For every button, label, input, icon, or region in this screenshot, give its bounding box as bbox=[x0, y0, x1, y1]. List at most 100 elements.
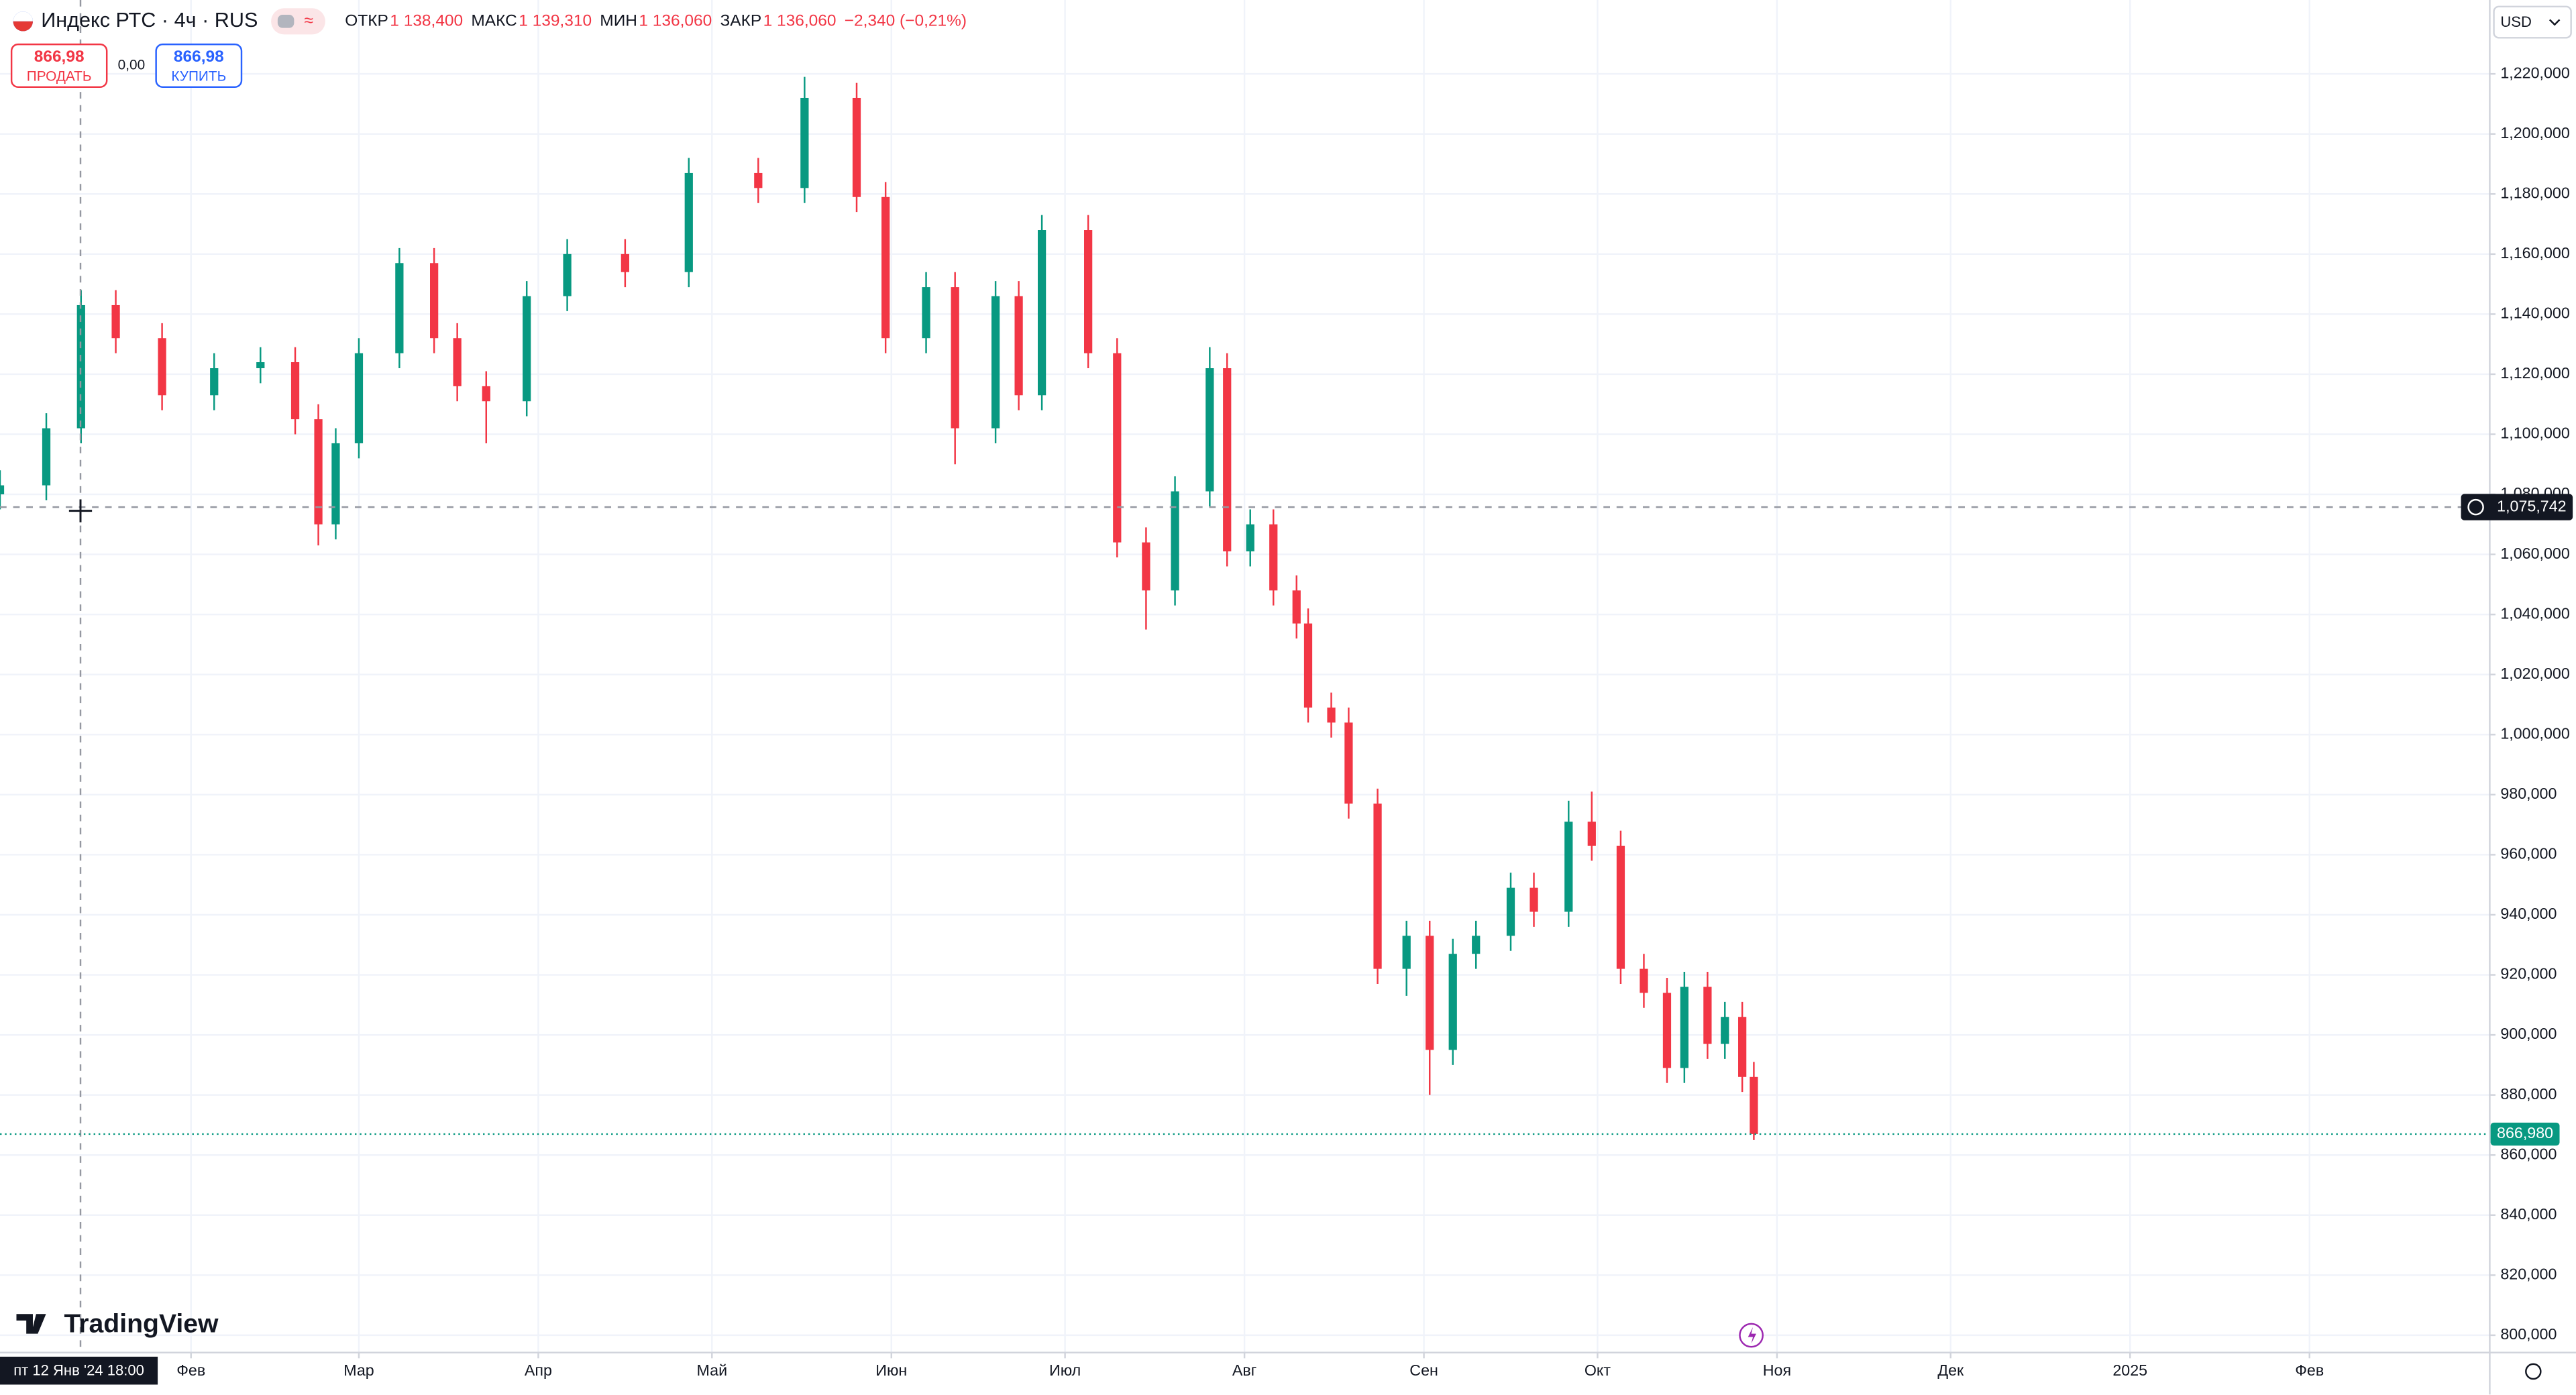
candle-body bbox=[754, 172, 763, 188]
y-tick-label: 1,200,000 bbox=[2500, 124, 2570, 142]
candle-body bbox=[1373, 803, 1382, 969]
candle-body bbox=[1426, 936, 1434, 1050]
x-tick-label: Окт bbox=[1585, 1361, 1611, 1379]
y-tick-label: 1,040,000 bbox=[2500, 604, 2570, 622]
candle-body bbox=[922, 287, 930, 339]
ohlc-value: 1 139,310 bbox=[519, 11, 592, 30]
y-tick-label: 920,000 bbox=[2500, 965, 2557, 983]
logo-mark bbox=[16, 1314, 46, 1334]
settings-icon[interactable] bbox=[2525, 1363, 2542, 1380]
candle-body bbox=[1640, 968, 1648, 993]
currency: USD bbox=[2500, 13, 2532, 30]
y-tick-label: 1,020,000 bbox=[2500, 665, 2570, 682]
buy-box[interactable] bbox=[155, 43, 243, 89]
candle-body bbox=[1616, 845, 1625, 969]
candle-body bbox=[1037, 230, 1046, 396]
ohlc-value: 1 136,060 bbox=[763, 11, 837, 30]
x-tick-label: Июн bbox=[875, 1361, 907, 1379]
add-alert-icon[interactable] bbox=[2467, 498, 2484, 516]
x-tick-label: Сен bbox=[1409, 1361, 1438, 1379]
chart-title: Индекс РТС · 4ч · RUS bbox=[41, 9, 258, 32]
candle-body bbox=[1750, 1076, 1758, 1134]
ohlc-legend: ОТКР 1 138,400 МАКС 1 139,310 МИН 1 136,060 ЗА… bbox=[345, 11, 967, 30]
y-tick-label: 1,180,000 bbox=[2500, 184, 2570, 201]
candle-body bbox=[563, 254, 572, 296]
candle-body bbox=[1738, 1017, 1747, 1077]
candle-body bbox=[1448, 954, 1457, 1050]
candle-body bbox=[1246, 524, 1254, 552]
y-tick-label: 800,000 bbox=[2500, 1325, 2557, 1343]
candle-body bbox=[1269, 524, 1278, 591]
crosshair-price-box bbox=[2461, 494, 2573, 520]
x-tick-label: Фев bbox=[2295, 1361, 2324, 1379]
candle-body bbox=[354, 353, 364, 443]
buy-button[interactable]: 866,98 КУПИТЬ bbox=[155, 43, 243, 89]
flag-red bbox=[13, 21, 33, 32]
candle-body bbox=[800, 97, 809, 188]
axes: 800,000 820,000 840,000 860,000 880,000 900,0… bbox=[0, 64, 2573, 1379]
x-tick-label: Май bbox=[697, 1361, 728, 1379]
y-tick-label: 880,000 bbox=[2500, 1085, 2557, 1103]
sell-box[interactable] bbox=[10, 43, 108, 89]
candle-body bbox=[1402, 936, 1411, 969]
candle-body bbox=[1680, 987, 1688, 1068]
candle-body bbox=[684, 172, 693, 272]
candle-body bbox=[1721, 1017, 1729, 1044]
y-tick-label: 820,000 bbox=[2500, 1265, 2557, 1282]
ohlc-key: МИН bbox=[600, 11, 637, 30]
candle-body bbox=[1205, 368, 1214, 492]
logo-text: TradingView bbox=[64, 1310, 219, 1339]
x-tick-label: Мар bbox=[343, 1361, 374, 1379]
candle-body bbox=[523, 296, 531, 402]
candle-body bbox=[453, 338, 462, 386]
sell-price: 866,98 bbox=[34, 48, 85, 66]
candle-body bbox=[621, 254, 629, 272]
candle-body bbox=[331, 443, 340, 524]
candle-body bbox=[1292, 590, 1301, 624]
sell-button[interactable]: 866,98 ПРОДАТЬ bbox=[10, 43, 108, 89]
candle-body bbox=[1084, 230, 1093, 353]
ohlc-key: ЗАКР bbox=[720, 11, 762, 30]
x-tick-label: Фев bbox=[176, 1361, 205, 1379]
crosshair-cursor bbox=[68, 499, 93, 522]
candle-body bbox=[1344, 722, 1353, 804]
candle-body bbox=[1113, 353, 1122, 543]
x-tick-label: 2025 bbox=[2112, 1361, 2147, 1379]
flag-white bbox=[13, 11, 33, 21]
x-tick-label: Дек bbox=[1937, 1361, 1964, 1379]
sell-label: ПРОДАТЬ bbox=[27, 69, 92, 85]
currency-button[interactable]: USD bbox=[2493, 5, 2572, 39]
candle-body bbox=[430, 263, 439, 339]
x-tick-label: Ноя bbox=[1763, 1361, 1791, 1379]
candle-body bbox=[210, 368, 219, 396]
ohlc-key: МАКС bbox=[471, 11, 517, 30]
candle-body bbox=[1662, 993, 1672, 1068]
candle-body bbox=[1529, 887, 1538, 912]
candle-body bbox=[42, 428, 51, 486]
y-tick-label: 1,000,000 bbox=[2500, 724, 2570, 742]
candle-body bbox=[314, 419, 323, 524]
status-dot bbox=[277, 15, 294, 28]
y-tick-label: 860,000 bbox=[2500, 1145, 2557, 1162]
y-tick-label: 1,100,000 bbox=[2500, 425, 2570, 442]
buy-price: 866,98 bbox=[174, 48, 224, 66]
currency-box[interactable] bbox=[2493, 5, 2572, 39]
candle-body bbox=[290, 362, 300, 420]
candle-body bbox=[1327, 708, 1336, 723]
y-tick-label: 840,000 bbox=[2500, 1205, 2557, 1223]
candle-body bbox=[1014, 296, 1023, 396]
y-tick-label: 1,160,000 bbox=[2500, 244, 2570, 262]
ohlc-value: 1 136,060 bbox=[639, 11, 712, 30]
grid bbox=[0, 0, 2489, 1352]
candle-body bbox=[1142, 542, 1150, 591]
candle-body bbox=[1703, 987, 1712, 1044]
ohlc-key: ОТКР bbox=[345, 11, 388, 30]
y-tick-label: 900,000 bbox=[2500, 1025, 2557, 1042]
y-tick-label: 1,220,000 bbox=[2500, 64, 2570, 81]
y-tick-label: 940,000 bbox=[2500, 905, 2557, 922]
candle-body bbox=[881, 197, 890, 339]
buy-label: КУПИТЬ bbox=[171, 69, 226, 85]
spread: 0,00 bbox=[118, 57, 145, 72]
